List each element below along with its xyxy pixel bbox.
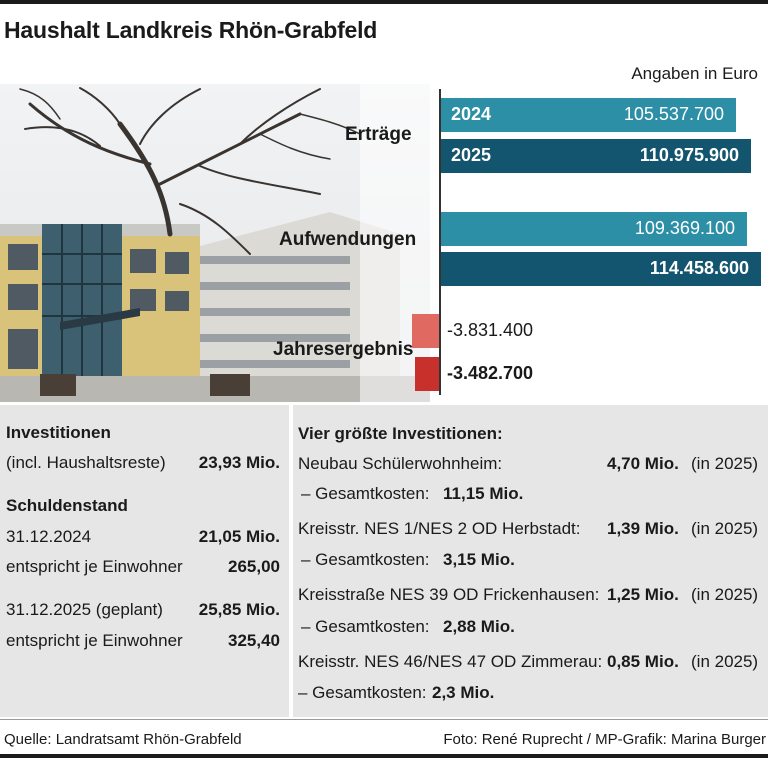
investment-total: 2,88 Mio. bbox=[443, 617, 515, 636]
debt-per-label-2024: entspricht je Einwohner bbox=[6, 557, 183, 576]
investment-total-label: – Gesamtkosten: bbox=[301, 484, 430, 503]
investment-total: 2,3 Mio. bbox=[432, 683, 495, 702]
debt-per-value-2025: 325,40 bbox=[228, 631, 280, 650]
bottom-rule bbox=[0, 754, 768, 758]
footer-divider bbox=[0, 719, 768, 720]
debt-date-2024: 31.12.2024 bbox=[6, 527, 92, 546]
investment-name: Kreisstr. NES 46/NES 47 OD Zimmerau: bbox=[298, 652, 603, 671]
bar-2025-0: 2025 110.975.900 bbox=[441, 139, 751, 173]
investment-total: 11,15 Mio. bbox=[443, 484, 524, 503]
investment-year: (in 2025) bbox=[691, 585, 759, 604]
debt-date-2025: 31.12.2025 (geplant) bbox=[6, 600, 163, 619]
investment-name: Kreisstr. NES 1/NES 2 OD Herbstadt: bbox=[298, 519, 581, 538]
debt-heading: Schuldenstand bbox=[6, 496, 128, 515]
investment-total-label: – Gesamtkosten: bbox=[301, 617, 430, 636]
investments-value: 23,93 Mio. bbox=[198, 453, 280, 472]
bar-2024-1: 109.369.100 bbox=[441, 212, 747, 246]
investment-amount: 1,25 Mio. bbox=[607, 585, 679, 604]
bar-2025-2 bbox=[415, 357, 439, 391]
bar-value-label: 109.369.100 bbox=[634, 218, 735, 238]
investment-total-label: – Gesamtkosten: bbox=[301, 550, 430, 569]
bar-value-label: 114.458.600 bbox=[649, 258, 749, 278]
unit-note: Angaben in Euro bbox=[631, 64, 758, 83]
credit-note: Foto: René Ruprecht / MP-Grafik: Marina … bbox=[443, 731, 766, 748]
debt-per-value-2024: 265,00 bbox=[228, 557, 280, 576]
bar-2024-2 bbox=[412, 314, 439, 348]
investments-line: (incl. Haushaltsreste) bbox=[6, 453, 166, 472]
investment-amount: 1,39 Mio. bbox=[607, 519, 679, 538]
debt-value-2025: 25,85 Mio. bbox=[198, 600, 280, 619]
investment-year: (in 2025) bbox=[691, 519, 759, 538]
source-note: Quelle: Landratsamt Rhön-Grabfeld bbox=[4, 731, 242, 748]
investment-amount: 0,85 Mio. bbox=[607, 652, 679, 671]
investment-year: (in 2025) bbox=[691, 652, 759, 671]
bar-value-label: 105.537.700 bbox=[623, 104, 724, 124]
investment-total-label: – Gesamtkosten: bbox=[298, 683, 427, 702]
top-investments-heading: Vier größte Investitionen: bbox=[298, 424, 503, 443]
category-label-ertraege: Erträge bbox=[345, 124, 412, 145]
bar-value-label: -3.831.400 bbox=[447, 320, 534, 340]
bar-value-label: -3.482.700 bbox=[447, 363, 534, 383]
bar-year-label: 2024 bbox=[451, 104, 492, 124]
bar-2024-0: 2024 105.537.700 bbox=[441, 98, 736, 132]
bar-2025-1: 114.458.600 bbox=[441, 252, 761, 286]
building-photo bbox=[0, 84, 430, 402]
bar-value-label: 110.975.900 bbox=[639, 145, 739, 165]
category-label-jahresergebnis: Jahresergebnis bbox=[273, 339, 414, 360]
top-investments-panel: Vier größte Investitionen: Neubau Schüle… bbox=[293, 405, 768, 717]
investment-name: Neubau Schülerwohnheim: bbox=[298, 454, 503, 473]
investment-name: Kreisstraße NES 39 OD Frickenhausen: bbox=[298, 585, 600, 604]
top-rule bbox=[0, 0, 768, 4]
finance-panel: Investitionen (incl. Haushaltsreste) 23,… bbox=[0, 405, 289, 717]
investments-heading: Investitionen bbox=[6, 423, 111, 442]
investment-amount: 4,70 Mio. bbox=[607, 454, 679, 473]
chart-axis bbox=[439, 89, 441, 395]
page-title: Haushalt Landkreis Rhön-Grabfeld bbox=[4, 17, 378, 43]
debt-per-label-2025: entspricht je Einwohner bbox=[6, 631, 183, 650]
debt-value-2024: 21,05 Mio. bbox=[198, 527, 280, 546]
investment-year: (in 2025) bbox=[691, 454, 759, 473]
investment-total: 3,15 Mio. bbox=[443, 550, 515, 569]
bar-year-label: 2025 bbox=[451, 145, 492, 165]
category-label-aufwendungen: Aufwendungen bbox=[279, 229, 417, 250]
